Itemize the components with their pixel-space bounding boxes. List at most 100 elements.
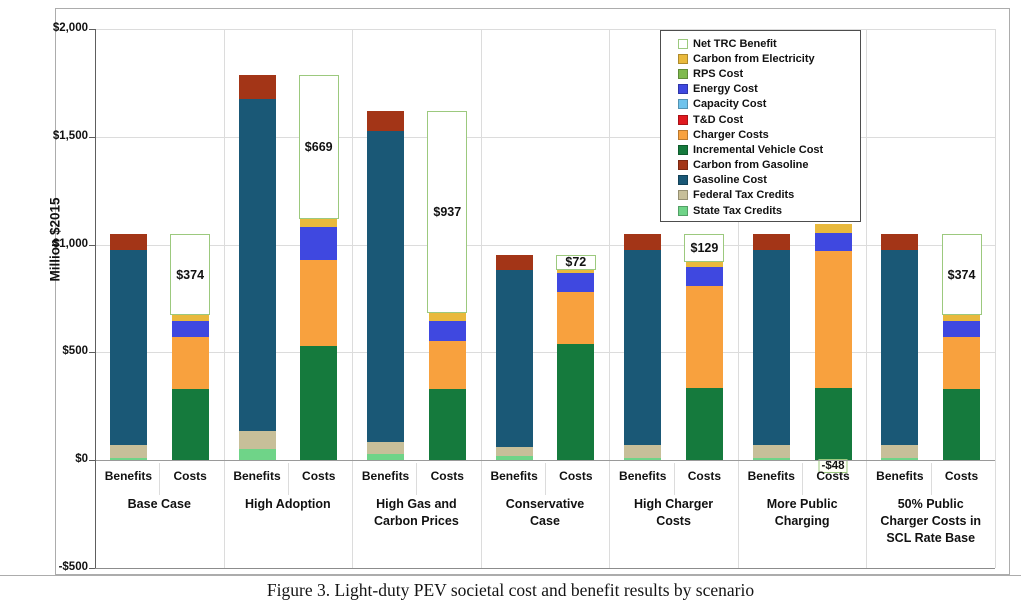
scenario-label-50-public-charger-costs-in-scl-rate-base: 50% Public Charger Costs in SCL Rate Bas… [880,497,982,545]
benefits-bar-segment-carbon-from-gasoline [367,110,405,132]
figure-caption: Figure 3. Light-duty PEV societal cost a… [266,580,755,600]
benefits-bar-label: Benefits [104,469,153,483]
scenario-label-conservative-case: Conservative Case [505,497,585,528]
net-trc-benefit-box-base-case: $374 [170,234,211,315]
y-tick-label: $2,000 [52,22,88,34]
bar-label-separator [287,463,289,495]
costs-bar-segment-carbon-from-electricity [814,223,852,233]
costs-bar-segment-incremental-vehicle-cost [943,389,981,461]
costs-bar-segment-carbon-from-electricity [685,262,723,267]
legend-item-td-cost: T&D Cost [678,112,856,127]
legend-label: Carbon from Gasoline [693,159,809,172]
legend-label: Federal Tax Credits [693,189,795,202]
costs-bar-segment-incremental-vehicle-cost [428,389,466,461]
costs-bar-segment-energy-cost [814,232,852,252]
zero-axis-line [95,460,995,462]
y-tick-mark [89,136,95,138]
costs-bar-segment-energy-cost [428,320,466,341]
scenario-label-high-charger-costs: High Charger Costs [633,497,714,528]
incremental-vehicle-cost-swatch-icon [678,144,688,155]
costs-bar-segment-charger-costs [685,286,723,388]
benefits-bar-segment-gasoline-cost [752,249,790,446]
costs-bar-segment-energy-cost [943,321,981,338]
benefits-bar-segment-state-tax-credits [624,458,662,461]
benefits-bar-segment-carbon-from-gasoline [495,254,533,270]
net-trc-benefit-box-high-adoption: $669 [298,74,339,220]
scenario-label-base-case: Base Case [127,497,191,511]
bar-label-separator [545,463,546,495]
x-axis-bottom-line [95,568,995,569]
costs-bar-segment-energy-cost [171,321,209,338]
costs-bar-label: Costs [430,469,464,483]
benefits-bar-segment-state-tax-credits [109,458,147,461]
group-separator [995,29,996,568]
legend-item-charger-costs: Charger Costs [678,127,856,142]
costs-bar-segment-carbon-from-electricity [943,314,981,322]
bar-label-separator [159,463,161,495]
costs-bar-segment-incremental-vehicle-cost [814,387,852,461]
y-tick-label: $1,500 [52,129,88,142]
legend-item-energy-cost: Energy Cost [678,82,856,97]
benefits-bar-segment-federal-tax-credits [367,441,405,455]
benefits-bar-segment-state-tax-credits [238,449,276,461]
net-trc-benefit-swatch-icon [678,38,688,49]
legend-label: Energy Cost [693,83,758,96]
costs-bar-segment-carbon-from-electricity [171,314,209,322]
benefits-bar-segment-gasoline-cost [624,249,662,446]
legend-label: Net TRC Benefit [693,37,777,50]
charger-costs-swatch-icon [678,129,688,140]
benefits-bar-segment-state-tax-credits [495,456,533,461]
benefits-bar-segment-gasoline-cost [495,269,533,447]
legend-label: Incremental Vehicle Cost [693,143,824,156]
gridline-1500 [95,136,995,138]
benefits-bar-segment-federal-tax-credits [752,445,790,459]
legend-item-gasoline-cost: Gasoline Cost [678,173,856,188]
federal-tax-credits-swatch-icon [678,190,688,201]
costs-bar-label: Costs [302,469,336,483]
costs-bar-segment-charger-costs [428,340,466,390]
scenario-label-high-adoption: High Adoption [245,497,331,511]
legend-label: RPS Cost [693,67,744,80]
legend-item-carbon-from-electricity: Carbon from Electricity [678,51,856,66]
benefits-bar-segment-carbon-from-gasoline [238,74,276,100]
benefits-bar-segment-state-tax-credits [881,458,919,461]
legend-item-state-tax-credits: State Tax Credits [678,203,856,218]
benefits-bar-label: Benefits [490,469,538,483]
legend-label: Carbon from Electricity [693,52,815,65]
costs-bar-segment-energy-cost [685,266,723,287]
benefits-bar-segment-gasoline-cost [109,249,147,446]
state-tax-credits-swatch-icon [678,205,688,216]
costs-bar-segment-charger-costs [557,292,595,345]
scenario-label-more-public-charging: More Public Charging [766,497,838,528]
group-separator [866,29,868,568]
y-tick-label: $1,000 [52,237,88,250]
capacity-cost-swatch-icon [678,99,688,110]
group-separator [480,29,482,568]
legend-item-net-trc-benefit: Net TRC Benefit [678,36,856,51]
benefits-bar-segment-state-tax-credits [367,454,405,461]
benefits-bar-segment-federal-tax-credits [624,445,662,459]
legend-item-carbon-from-gasoline: Carbon from Gasoline [678,158,856,173]
benefits-bar-segment-carbon-from-gasoline [752,234,790,250]
scenario-label-high-gas-and-carbon-prices: High Gas and Carbon Prices [374,497,459,528]
carbon-from-gasoline-swatch-icon [678,160,688,171]
benefits-bar-segment-gasoline-cost [367,131,405,442]
costs-bar-segment-charger-costs [814,251,852,388]
y-axis-line [95,29,96,568]
bar-label-separator [673,463,675,495]
costs-bar-segment-incremental-vehicle-cost [300,345,338,461]
group-separator [352,29,354,568]
costs-bar-label: Costs [559,469,593,483]
costs-bar-segment-charger-costs [171,337,209,390]
net-trc-benefit-label-more-public-charging: -$48 [818,459,848,473]
y-tick-label: $0 [75,453,88,466]
carbon-from-electricity-swatch-icon [678,53,688,64]
legend-item-federal-tax-credits: Federal Tax Credits [678,188,856,203]
rps-cost-swatch-icon [678,68,688,79]
group-separator [223,29,225,568]
benefits-bar-segment-federal-tax-credits [238,431,276,450]
energy-cost-swatch-icon [678,84,688,95]
costs-bar-segment-incremental-vehicle-cost [557,344,595,461]
costs-bar-segment-incremental-vehicle-cost [685,387,723,461]
